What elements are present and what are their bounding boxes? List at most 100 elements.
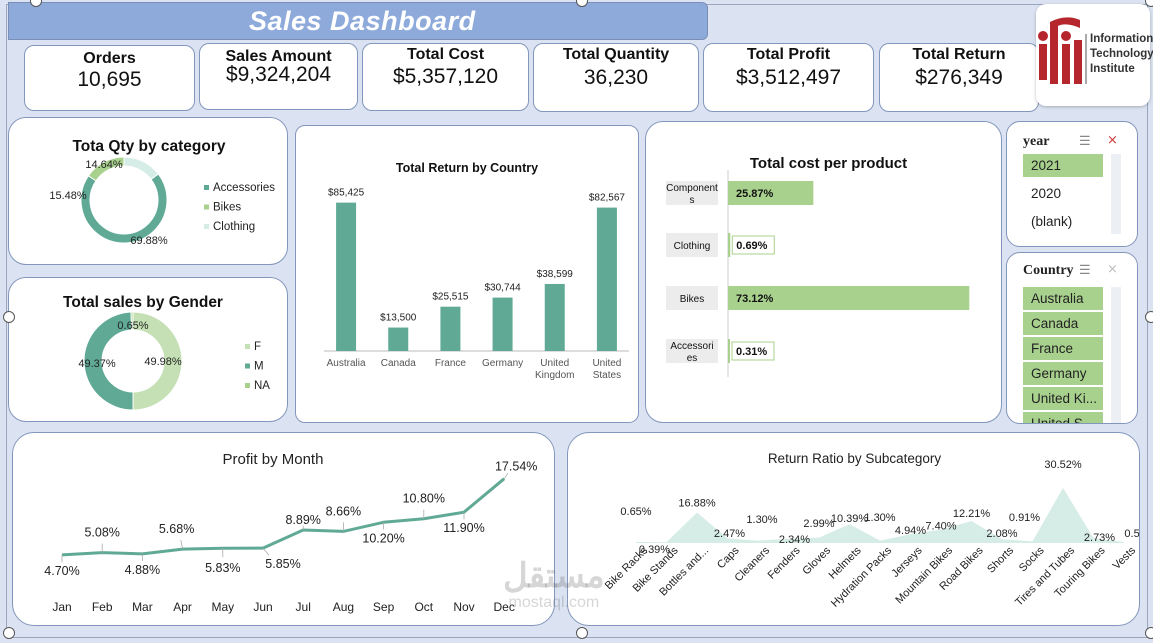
- kpi-value: $276,349: [915, 66, 1003, 89]
- category-box: [666, 233, 718, 257]
- data-label: 11.90%: [443, 521, 484, 535]
- slicer-item-germany[interactable]: Germany: [1023, 362, 1103, 385]
- selection-handle[interactable]: [3, 627, 15, 639]
- data-label: 10.80%: [403, 492, 445, 506]
- data-label: 2.73%: [1084, 532, 1115, 544]
- bar: [728, 339, 730, 363]
- slicer-year[interactable]: year ☰ ⨯ 2021 2020 (blank): [1006, 121, 1138, 247]
- slicer-item-united-states[interactable]: United S...: [1023, 412, 1103, 423]
- category-box: [666, 339, 718, 363]
- category-label: Component: [666, 183, 718, 194]
- category-label: s: [690, 195, 695, 206]
- category-label: Clothing: [674, 241, 711, 252]
- selection-handle[interactable]: [1145, 627, 1153, 639]
- chart-title: Total cost per product: [749, 155, 908, 172]
- data-label: 2.34%: [779, 534, 810, 546]
- data-label: 30.52%: [1044, 459, 1082, 471]
- legend-label: F: [254, 341, 261, 353]
- slicer-item-2020[interactable]: 2020: [1031, 186, 1062, 201]
- pie-slice: [83, 311, 134, 411]
- clear-filter-icon[interactable]: ⨯: [1107, 261, 1118, 276]
- chart-return-ratio-by-subcategory[interactable]: Return Ratio by Subcategory 0.65% Bike Ra…: [567, 432, 1140, 626]
- data-label: 8.89%: [285, 513, 320, 527]
- chart-profit-by-month[interactable]: Profit by Month 4.70% Jan 5.08% Feb 4.88% Mar…: [12, 432, 555, 626]
- data-label: 12.21%: [953, 508, 991, 520]
- label-box: [731, 341, 775, 361]
- tick-label: Australia: [327, 358, 366, 369]
- data-label: 5.85%: [265, 557, 300, 571]
- tick-label: Nov: [453, 600, 474, 614]
- multi-select-icon[interactable]: ☰: [1079, 262, 1091, 277]
- chart-cost-per-product[interactable]: Total cost per product Component s 25.87% C…: [645, 121, 1002, 423]
- data-label: 25.87%: [736, 188, 774, 200]
- slicer-scrollbar[interactable]: [1111, 154, 1121, 234]
- selection-handle[interactable]: [576, 627, 588, 639]
- data-label: 2.08%: [986, 528, 1017, 540]
- data-label: 0.31%: [736, 346, 767, 358]
- tick-label: Shorts: [985, 544, 1016, 575]
- data-label: 16.88%: [678, 498, 716, 510]
- tick-label: States: [593, 370, 621, 381]
- pie-slice: [132, 311, 183, 411]
- kpi-label: Total Quantity: [562, 46, 670, 63]
- data-label: 73.12%: [736, 293, 774, 305]
- multi-select-icon[interactable]: ☰: [1079, 133, 1091, 148]
- data-label: $85,425: [328, 188, 365, 199]
- selection-handle[interactable]: [1145, 311, 1153, 323]
- selection-handle[interactable]: [1145, 0, 1153, 7]
- data-label: 1.30%: [864, 512, 895, 524]
- slicer-item-blank[interactable]: (blank): [1031, 214, 1073, 229]
- legend-swatch: [204, 224, 209, 229]
- slicer-item-2021[interactable]: 2021: [1023, 154, 1103, 177]
- tick-label: Kingdom: [535, 370, 574, 381]
- title-bar: Sales Dashboard: [8, 2, 708, 40]
- bar: [388, 327, 409, 351]
- data-label: 10.20%: [362, 531, 404, 545]
- selection-handle[interactable]: [3, 311, 15, 323]
- clear-filter-icon[interactable]: ⨯: [1107, 132, 1118, 147]
- legend-label: Clothing: [213, 221, 255, 233]
- bar: [728, 233, 731, 257]
- data-label: $13,500: [380, 313, 417, 324]
- slicer-item-united-kingdom[interactable]: United Ki...: [1023, 387, 1103, 410]
- chart-return-by-country[interactable]: Total Return by Country $85,425 Australia…: [295, 125, 639, 423]
- pie-slice: [80, 173, 168, 244]
- legend-swatch: [204, 204, 209, 210]
- data-label: 15.48%: [49, 190, 87, 202]
- data-label: 5.08%: [84, 526, 119, 540]
- legend-swatch: [245, 383, 250, 388]
- data-label: 2.47%: [714, 528, 745, 540]
- slicer-item-france[interactable]: France: [1023, 337, 1103, 360]
- logo-line: Institute: [1090, 63, 1135, 75]
- data-label: $30,744: [485, 283, 522, 294]
- bar: [728, 286, 970, 310]
- chart-sales-by-gender[interactable]: Total sales by Gender 49.98% 49.37% 0.65% F…: [8, 277, 288, 422]
- pie-slice: [123, 156, 159, 181]
- tick-label: Dec: [494, 600, 515, 614]
- data-label: 0.39%: [639, 544, 670, 556]
- data-label: 10.39%: [831, 513, 869, 525]
- watermark-latin: mostaql.com: [508, 594, 600, 611]
- kpi-label: Total Profit: [746, 46, 831, 63]
- chart-qty-by-category[interactable]: Tota Qty by category 69.88% 15.48% 14.64% A…: [8, 117, 288, 265]
- tick-label: Caps: [715, 544, 742, 571]
- slicer-item-canada[interactable]: Canada: [1023, 312, 1103, 335]
- chart-title: Return Ratio by Subcategory: [767, 451, 942, 466]
- tick-label: Oct: [414, 600, 433, 614]
- kpi-value: $3,512,497: [735, 66, 842, 89]
- tick-label: Feb: [92, 600, 113, 614]
- tick-label: United: [540, 358, 569, 369]
- slicer-item-australia[interactable]: Australia: [1023, 287, 1103, 310]
- slicer-scrollbar[interactable]: [1111, 287, 1121, 423]
- kpi-value: 10,695: [77, 68, 142, 91]
- data-label: 5.83%: [205, 561, 240, 575]
- slicer-country[interactable]: Country ☰ ⨯ Australia Canada France Germ…: [1006, 252, 1138, 424]
- category-box: [666, 286, 718, 310]
- tick-label: Fenders: [766, 544, 803, 581]
- data-label: $25,515: [432, 292, 469, 303]
- data-label: 17.54%: [495, 460, 537, 474]
- slicer-title: Country: [1023, 263, 1074, 278]
- data-label: 8.66%: [326, 504, 361, 518]
- data-label: 1.30%: [746, 514, 777, 526]
- bar: [728, 181, 814, 205]
